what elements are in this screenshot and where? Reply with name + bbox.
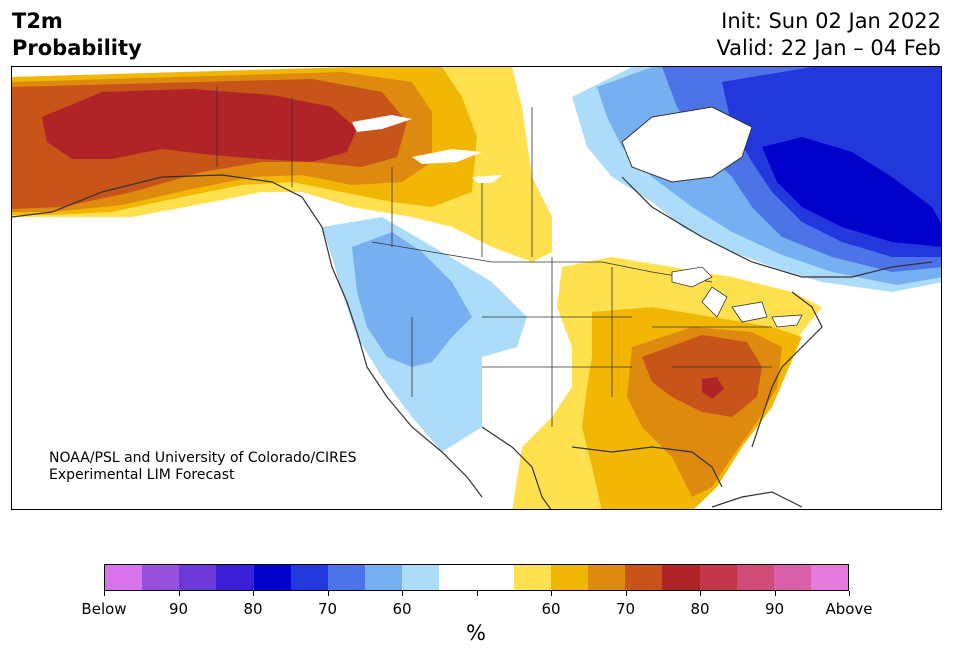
colorbar-tick-mark [551,591,552,596]
attribution-line-2: Experimental LIM Forecast [49,467,235,483]
colorbar-segment [476,565,514,590]
probability-map [12,67,941,509]
colorbar-segment [810,565,849,590]
colorbar [104,564,849,591]
colorbar-tick-label: 90 [168,600,189,618]
hudson-bay [621,106,753,183]
contour-above-80-southeast [702,377,724,399]
colorbar-segment [773,565,811,590]
title-line-1: T2m [12,9,63,33]
colorbar-segment [179,565,217,590]
colorbar-tick-label: 80 [243,600,263,618]
colorbar-segment [625,565,663,590]
colorbar-segment [253,565,291,590]
colorbar-tick-mark [178,591,180,596]
colorbar-tick-label: 80 [690,600,710,618]
colorbar-segment [327,565,366,590]
colorbar-tick-mark [402,591,403,596]
great-lakes [671,266,803,328]
colorbar-segment [736,565,774,590]
colorbar-segment [550,565,589,590]
colorbar-segment [588,565,626,590]
colorbar-tick-mark [104,591,105,596]
valid-period: Valid: 22 Jan – 04 Feb [716,36,941,60]
map-title: T2m Probability [12,8,142,62]
northern-lakes [352,115,502,183]
colorbar-tick-label: 60 [541,600,561,618]
colorbar-tick-mark [849,591,850,596]
colorbar-segment [105,565,143,590]
contour-below-80-east [762,137,941,247]
political-borders [216,87,772,427]
colorbar-segment [290,565,328,590]
colorbar-tick-mark [327,591,329,596]
colorbar-segment [439,565,477,590]
colorbar-segment [365,565,403,590]
colorbar-tick-label: 60 [392,600,412,618]
forecast-dates: Init: Sun 02 Jan 2022 Valid: 22 Jan – 04… [716,8,941,62]
coastlines [12,174,933,509]
colorbar-tick-mark [253,591,254,596]
attribution-line-1: NOAA/PSL and University of Colorado/CIRE… [49,450,357,466]
colorbar-tick-label: 70 [317,600,338,618]
colorbar-segment [216,565,254,590]
colorbar-segment [699,565,737,590]
attribution: NOAA/PSL and University of Colorado/CIRE… [49,450,357,484]
colorbar-segment [513,565,551,590]
contour-below-65-west [352,232,472,367]
contour-above-80-alaska [42,89,357,162]
title-line-2: Probability [12,36,142,60]
colorbar-tick-mark [476,591,478,596]
colorbar-tick-mark [700,591,701,596]
colorbar-tick-label: 70 [615,600,636,618]
colorbar-segment [662,565,700,590]
colorbar-tick-mark [774,591,776,596]
colorbar-tick-mark [625,591,627,596]
colorbar-segment [402,565,440,590]
colorbar-tick-label: 90 [764,600,785,618]
map-panel [11,66,942,510]
contour-above-75-southeast [642,335,762,417]
init-date: Init: Sun 02 Jan 2022 [721,9,941,33]
colorbar-segment [142,565,180,590]
colorbar-unit: % [466,621,486,645]
colorbar-tick-label: Below [81,600,127,618]
colorbar-tick-label: Above [825,600,873,618]
